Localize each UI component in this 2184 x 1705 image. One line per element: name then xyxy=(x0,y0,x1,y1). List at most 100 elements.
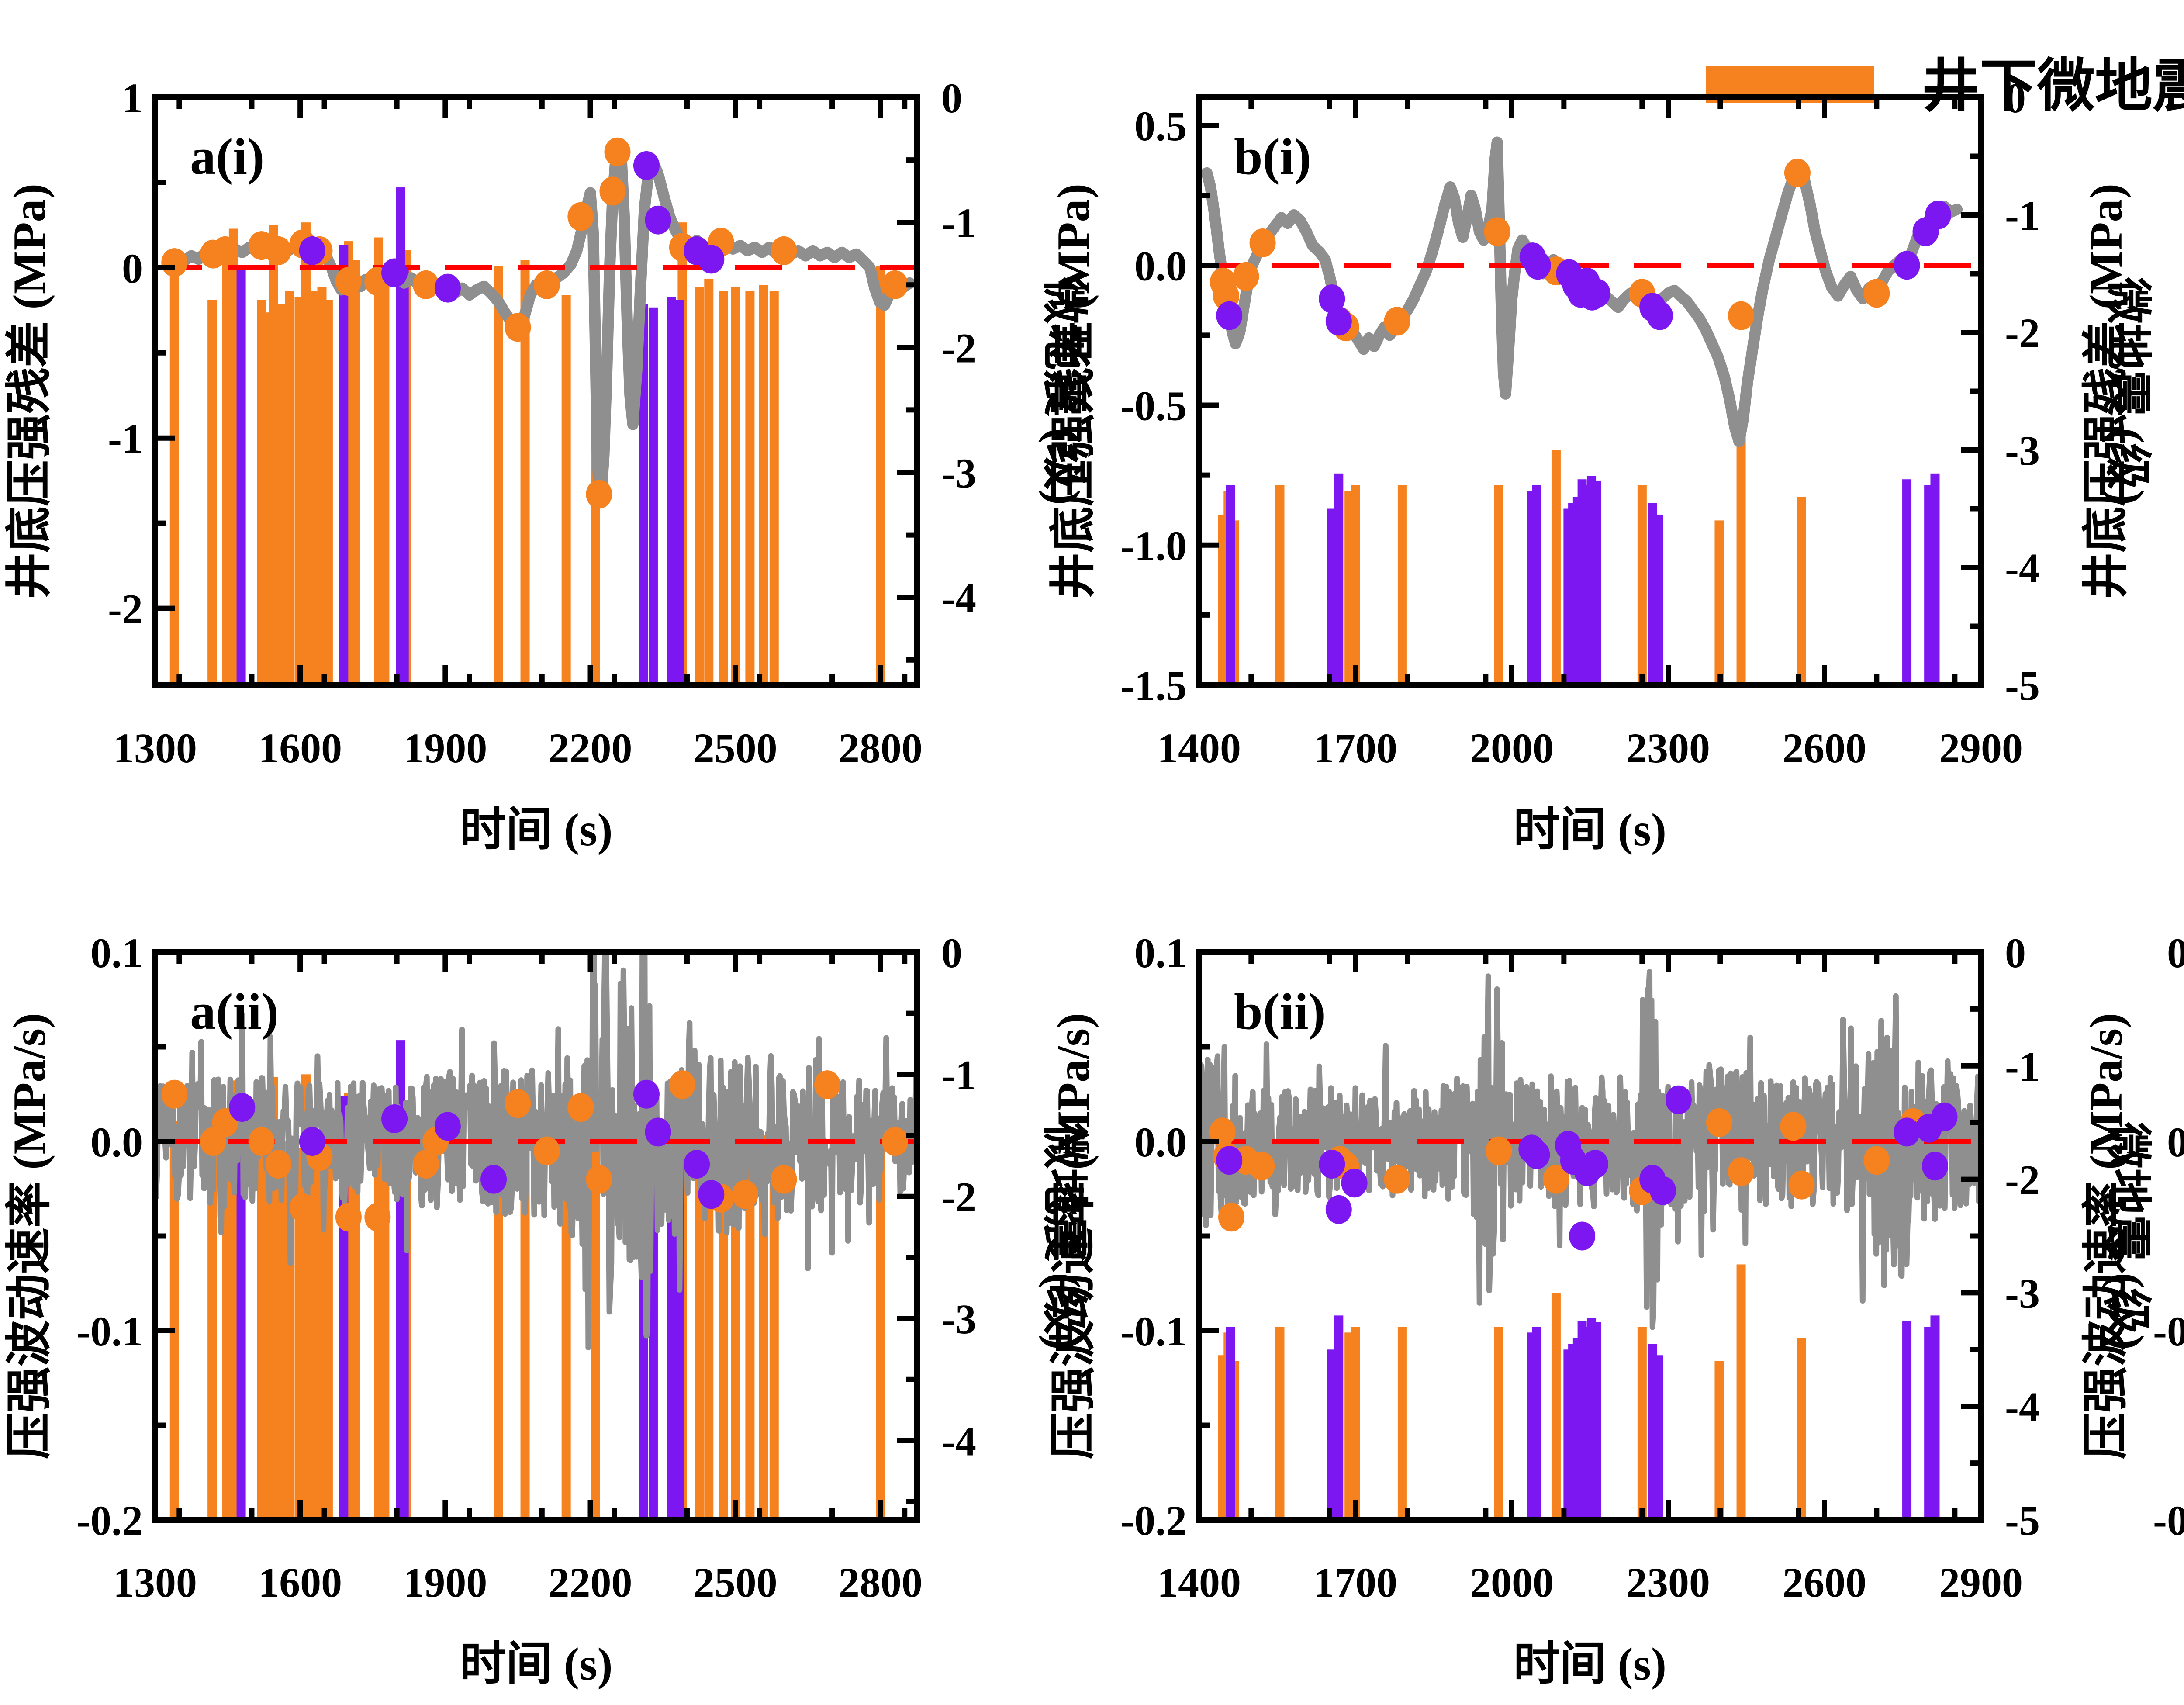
surface-event-bar xyxy=(667,297,677,685)
downhole-event-bar xyxy=(1397,1327,1407,1520)
surface-dot xyxy=(299,236,325,265)
surface-dot xyxy=(1569,1221,1596,1251)
downhole-event-bar xyxy=(1351,1327,1360,1520)
downhole-event-bar xyxy=(351,260,361,685)
downhole-dot xyxy=(533,1136,560,1165)
subplot-tag: b(i) xyxy=(1234,128,1311,185)
y-left-tick-label: 0.2 xyxy=(2167,930,2184,976)
surface-dot xyxy=(381,1104,408,1134)
surface-dot xyxy=(299,1127,325,1156)
surface-event-bar xyxy=(1654,1355,1664,1520)
surface-event-bar xyxy=(1930,473,1940,685)
downhole-event-bar xyxy=(704,1129,714,1520)
surface-dot xyxy=(698,245,725,274)
surface-dot xyxy=(1894,251,1920,280)
surface-event-bar xyxy=(1902,1321,1912,1520)
x-tick-label: 2300 xyxy=(1626,725,1710,771)
x-tick-label: 1600 xyxy=(258,1559,342,1606)
x-tick-label: 1300 xyxy=(113,1559,197,1606)
downhole-dot xyxy=(413,270,439,299)
downhole-dot xyxy=(413,1149,439,1179)
surface-event-bar xyxy=(1592,480,1602,685)
downhole-event-bar xyxy=(1714,520,1724,685)
surface-event-bar xyxy=(339,245,349,685)
plot-area-a_i xyxy=(155,137,917,685)
downhole-event-bar xyxy=(380,285,390,685)
downhole-event-bar xyxy=(1736,420,1746,685)
x-tick-label: 1700 xyxy=(1313,725,1397,771)
downhole-event-bar xyxy=(380,1135,390,1520)
downhole-event-bar xyxy=(269,225,278,685)
downhole-dot xyxy=(505,1089,531,1118)
surface-event-bar xyxy=(648,307,658,685)
surface-event-bar xyxy=(236,266,246,685)
y-right-tick-label: -3 xyxy=(2005,1270,2040,1317)
downhole-event-bar xyxy=(876,266,885,685)
surface-dot xyxy=(1650,1176,1676,1205)
x-tick-label: 1400 xyxy=(1157,1559,1241,1606)
downhole-dot xyxy=(1486,1136,1512,1165)
y-left-tick-label: -2 xyxy=(108,586,143,633)
downhole-event-bar xyxy=(228,228,238,685)
downhole-event-bar xyxy=(207,300,217,685)
y-right-tick-label: -1 xyxy=(941,200,976,246)
plot-frame xyxy=(152,94,920,688)
y-left-axis-title: 井底压强残差 (MPa) xyxy=(2080,183,2132,599)
surface-dot xyxy=(1665,1085,1692,1114)
surface-event-bar xyxy=(1334,1315,1344,1520)
y-left-tick-label: -1.0 xyxy=(1120,522,1187,569)
subplot-b_ii: 1400 1700 2000 2300 2600 2900 0.1 0.0 -0.1 -0.2 0 -… xyxy=(1048,930,2153,1690)
y-left-tick-label: -0.2 xyxy=(2153,1308,2184,1355)
y-right-tick-label: -3 xyxy=(2005,427,2040,474)
surface-event-bar xyxy=(639,304,648,685)
downhole-event-bar xyxy=(561,295,571,685)
downhole-event-bar xyxy=(169,1121,179,1520)
downhole-event-bar xyxy=(1714,1361,1724,1520)
downhole-event-bar xyxy=(719,1141,728,1520)
surface-event-bar xyxy=(1334,473,1344,685)
downhole-event-bar xyxy=(323,300,333,685)
legend: 井下微地震数据 地面微地震数据 xyxy=(0,0,2184,140)
downhole-dot xyxy=(335,1203,362,1232)
y-right-tick-label: -1 xyxy=(941,1051,976,1098)
y-left-axis-title: 压强波动速率 (MPa/s) xyxy=(4,1013,55,1459)
surface-dot xyxy=(1921,1152,1948,1181)
surface-dot xyxy=(1894,1117,1920,1147)
y-right-tick-label: -2 xyxy=(2005,1157,2040,1204)
y-left-tick-label: 0.1 xyxy=(90,930,143,976)
plot-area-b_ii xyxy=(1199,969,1981,1520)
downhole-dot xyxy=(669,1070,695,1100)
downhole-dot xyxy=(1543,1165,1569,1194)
surface-event-bar xyxy=(1592,1322,1602,1520)
y-right-axis-title: 微地震 (级) xyxy=(1038,277,1089,505)
downhole-dot xyxy=(586,480,612,509)
downhole-event-bar xyxy=(494,1117,503,1520)
surface-dot xyxy=(633,151,660,180)
x-tick-label: 2000 xyxy=(1470,1559,1554,1606)
downhole-dot xyxy=(265,236,292,265)
downhole-dot xyxy=(533,270,560,299)
surface-dot xyxy=(434,273,461,303)
downhole-dot xyxy=(248,1127,275,1156)
downhole-dot xyxy=(1706,1108,1732,1137)
surface-dot xyxy=(1582,1149,1608,1179)
downhole-event-bar xyxy=(276,304,286,685)
subplot-tag: b(ii) xyxy=(1234,983,1326,1040)
y-right-tick-label: -3 xyxy=(941,1296,976,1342)
y-right-tick-label: -3 xyxy=(941,450,976,497)
x-axis-title: 时间 (s) xyxy=(460,804,612,855)
y-right-tick-label: 0 xyxy=(941,930,962,976)
downhole-dot xyxy=(1384,307,1410,336)
downhole-dot xyxy=(1233,262,1259,291)
downhole-event-bar xyxy=(731,1138,740,1520)
downhole-event-bar xyxy=(1551,450,1561,685)
y-right-tick-label: -2 xyxy=(941,1174,976,1221)
downhole-event-bar xyxy=(704,278,714,685)
surface-dot xyxy=(1216,301,1243,330)
downhole-dot xyxy=(1484,217,1510,246)
y-left-tick-label: -0.5 xyxy=(1120,383,1187,429)
y-left-tick-label: 0.0 xyxy=(1134,1119,1187,1165)
y-left-axis-title: 井底压强残差 (MPa) xyxy=(4,183,55,599)
surface-dot xyxy=(229,1093,256,1122)
